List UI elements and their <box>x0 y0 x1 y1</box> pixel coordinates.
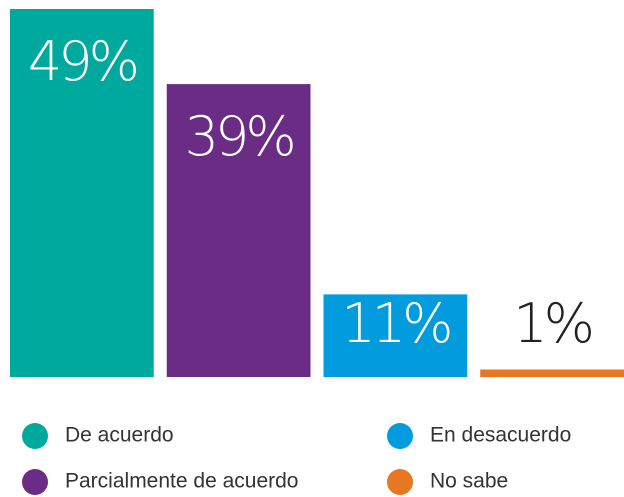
legend-label: Parcialmente de acuerdo <box>65 470 298 493</box>
legend-label: En desacuerdo <box>430 424 571 447</box>
legend-swatch <box>387 469 413 495</box>
bar <box>323 294 468 377</box>
legend-swatch <box>387 423 413 449</box>
bar <box>166 84 311 377</box>
value-label: 39% <box>185 105 294 168</box>
value-label: 11% <box>341 292 450 355</box>
legend-label: No sabe <box>430 470 508 493</box>
legend-label: De acuerdo <box>65 424 174 447</box>
bar <box>480 369 624 377</box>
value-label: 1% <box>513 292 591 355</box>
bar <box>10 9 154 377</box>
legend-swatch <box>22 469 48 495</box>
legend-swatch <box>22 423 48 449</box>
value-label: 49% <box>28 30 137 93</box>
